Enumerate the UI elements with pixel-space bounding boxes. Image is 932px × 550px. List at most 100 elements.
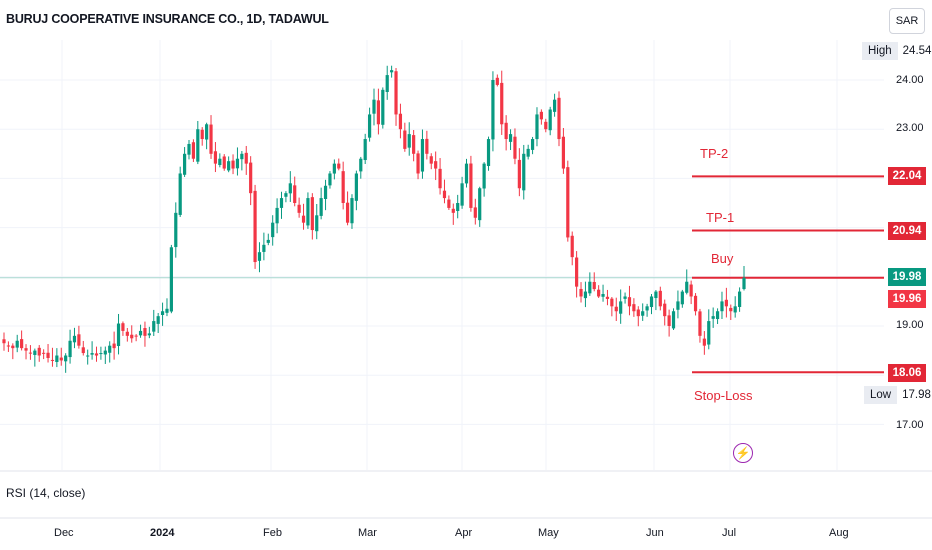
candle-body — [72, 335, 77, 343]
candle-body — [301, 215, 306, 223]
candle-body — [442, 190, 447, 199]
candle-body — [566, 167, 570, 238]
low-value: 17.98 — [902, 389, 931, 401]
high-label: High — [862, 42, 898, 60]
candle-body — [323, 185, 328, 199]
candle-body — [592, 281, 596, 290]
candle-body — [227, 161, 231, 171]
x-tick-label: Jul — [722, 527, 737, 539]
candle-body — [579, 288, 583, 297]
candle-body — [517, 159, 521, 189]
x-tick-label: Jun — [646, 527, 664, 539]
candle-body — [359, 158, 363, 172]
candle-body — [363, 139, 367, 161]
candle-body — [671, 311, 676, 329]
candle-body — [425, 138, 429, 154]
candle-body — [310, 197, 314, 231]
candle-body — [508, 134, 513, 142]
candle-body — [200, 129, 204, 140]
candle-body — [28, 352, 33, 354]
candle-body — [86, 355, 90, 357]
candle-body — [742, 277, 746, 290]
candle-body — [81, 347, 85, 354]
candle-body — [275, 207, 279, 224]
candle-body — [680, 291, 684, 305]
tp1-price-tag: 20.94 — [888, 222, 926, 240]
candle-body — [451, 208, 455, 213]
high-value: 24.54 — [902, 45, 932, 57]
candle-body — [654, 291, 658, 299]
candle-body — [191, 142, 196, 159]
currency-button[interactable]: SAR — [889, 8, 925, 34]
candle-body — [557, 97, 561, 140]
chart-grid — [0, 40, 884, 470]
candle-body — [42, 352, 46, 354]
candle-body — [548, 109, 552, 131]
candle-body — [698, 311, 702, 336]
rsi-indicator-label[interactable]: RSI (14, close) — [6, 486, 86, 500]
candle-body — [112, 343, 116, 349]
candle-body — [504, 122, 508, 140]
candle-body — [623, 296, 627, 299]
candle-body — [103, 350, 107, 355]
candle-body — [649, 296, 654, 308]
candle-body — [143, 328, 147, 336]
candle-body — [544, 121, 548, 130]
candle-body — [729, 307, 733, 312]
candle-body — [438, 168, 442, 189]
candle-body — [702, 338, 706, 346]
candle-body — [293, 185, 297, 203]
candle-body — [249, 162, 253, 194]
candle-body — [469, 163, 473, 208]
candle-body — [420, 139, 425, 172]
candle-body — [160, 311, 165, 315]
candle-body — [561, 136, 566, 169]
candle-body — [134, 335, 138, 337]
candle-body — [495, 77, 499, 85]
candle-body — [68, 340, 72, 358]
candle-body — [522, 153, 526, 191]
candle-body — [253, 190, 257, 263]
candle-body — [610, 298, 614, 307]
candle-body — [24, 348, 28, 351]
candle-body — [552, 99, 557, 112]
candle-body — [711, 316, 715, 319]
candle-body — [147, 333, 151, 336]
high-indicator: High 24.54 — [862, 42, 932, 60]
candlesticks — [2, 65, 746, 373]
candle-body — [539, 111, 543, 120]
candle-body — [367, 114, 372, 138]
x-tick-label: 2024 — [150, 527, 175, 539]
candle-body — [20, 339, 24, 349]
candle-body — [218, 158, 222, 166]
candle-body — [491, 80, 495, 140]
low-indicator: Low 17.98 — [864, 386, 932, 404]
candle-body — [486, 139, 491, 167]
candle-body — [601, 294, 605, 297]
candle-body — [37, 347, 41, 356]
candle-body — [429, 156, 433, 164]
candle-body — [222, 156, 226, 169]
candle-body — [693, 295, 698, 312]
stop-loss-price-tag: 18.06 — [888, 364, 926, 382]
candle-body — [535, 114, 539, 140]
candle-body — [737, 291, 742, 307]
candle-body — [614, 306, 618, 312]
current-price-tag: 19.98 — [888, 268, 926, 286]
candle-body — [500, 82, 504, 125]
candle-body — [530, 139, 535, 150]
candle-body — [125, 331, 129, 336]
candle-body — [55, 355, 59, 363]
lightning-icon[interactable]: ⚡ — [733, 443, 753, 463]
candle-body — [354, 173, 358, 201]
candle-body — [372, 99, 376, 114]
candle-body — [46, 352, 50, 358]
candle-body — [284, 193, 288, 197]
candle-body — [2, 339, 6, 344]
chart-title: BURUJ COOPERATIVE INSURANCE CO., 1D, TAD… — [6, 12, 329, 26]
candle-body — [689, 284, 693, 297]
candle-body — [341, 171, 345, 203]
candle-body — [636, 309, 640, 317]
y-tick-label: 24.00 — [896, 74, 924, 86]
